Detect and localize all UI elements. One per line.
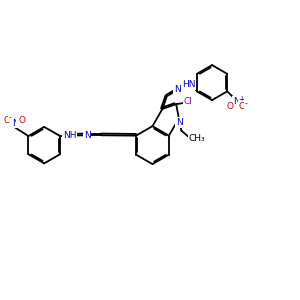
Text: O: O bbox=[239, 102, 246, 111]
Text: O: O bbox=[3, 116, 10, 125]
Text: N: N bbox=[12, 118, 18, 127]
Text: N: N bbox=[84, 131, 90, 140]
Text: Cl: Cl bbox=[184, 97, 193, 106]
Text: CH₃: CH₃ bbox=[189, 134, 205, 143]
Text: -: - bbox=[8, 113, 11, 122]
Text: N: N bbox=[176, 118, 183, 127]
Text: +: + bbox=[16, 116, 22, 125]
Text: O: O bbox=[19, 116, 26, 125]
Text: NH: NH bbox=[63, 131, 76, 140]
Text: HN: HN bbox=[182, 80, 195, 89]
Text: -: - bbox=[245, 100, 247, 109]
Text: N: N bbox=[233, 97, 240, 106]
Text: N: N bbox=[174, 85, 180, 94]
Text: O: O bbox=[227, 102, 234, 111]
Text: +: + bbox=[238, 95, 244, 104]
